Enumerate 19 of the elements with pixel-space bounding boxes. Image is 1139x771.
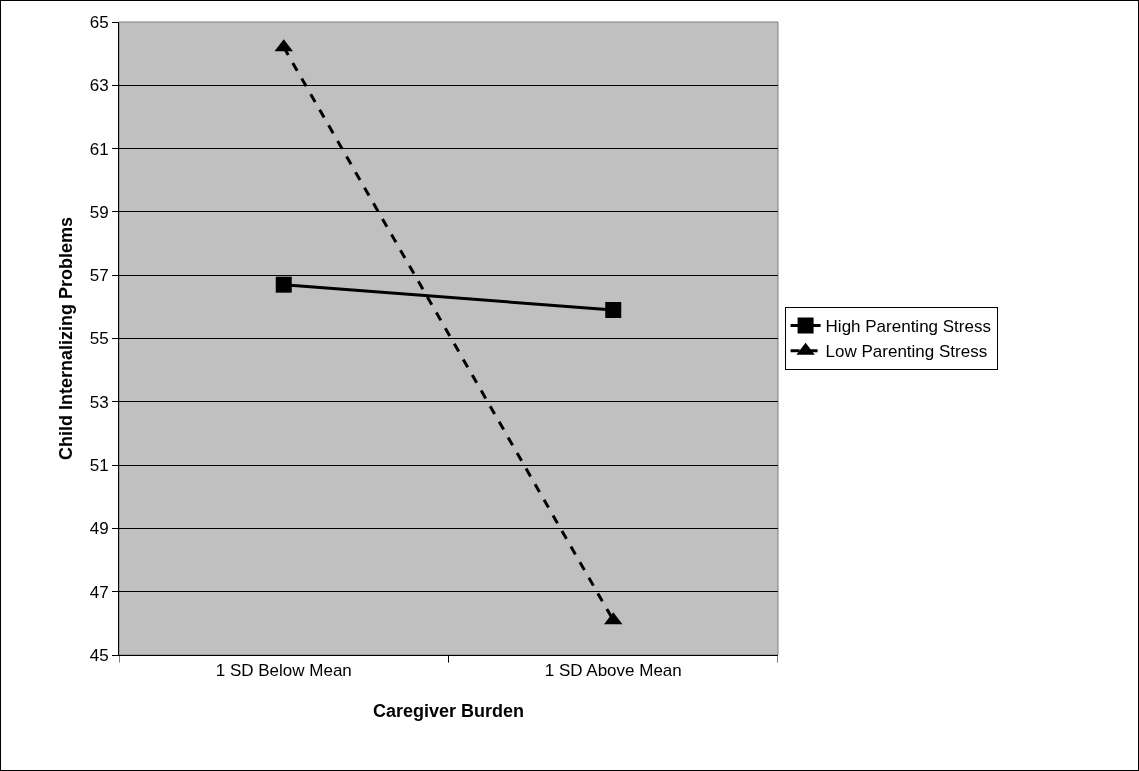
y-tick-label: 55 [89, 329, 109, 349]
y-tick-label: 57 [89, 266, 109, 286]
y-tick-label: 65 [89, 12, 109, 32]
x-axis-title: Caregiver Burden [372, 700, 525, 721]
y-tick-label: 45 [89, 645, 109, 665]
y-tick-label: 51 [89, 456, 109, 476]
y-tick-label: 59 [89, 202, 109, 222]
y-tick-label: 63 [89, 76, 109, 96]
y-tick-label: 49 [89, 519, 109, 539]
y-tick-label: 61 [89, 139, 109, 159]
point [275, 276, 292, 293]
y-tick-label: 47 [89, 582, 109, 602]
y-tick-label: 53 [89, 392, 109, 412]
x-tick-label: 1 SD Above Mean [544, 661, 682, 681]
point [605, 302, 622, 319]
legend-label: High Parenting Stress [825, 317, 991, 337]
legend-label: Low Parenting Stress [825, 342, 988, 362]
x-tick-label: 1 SD Below Mean [215, 661, 352, 681]
y-axis-title: Child Internalizing Problems [55, 216, 76, 461]
